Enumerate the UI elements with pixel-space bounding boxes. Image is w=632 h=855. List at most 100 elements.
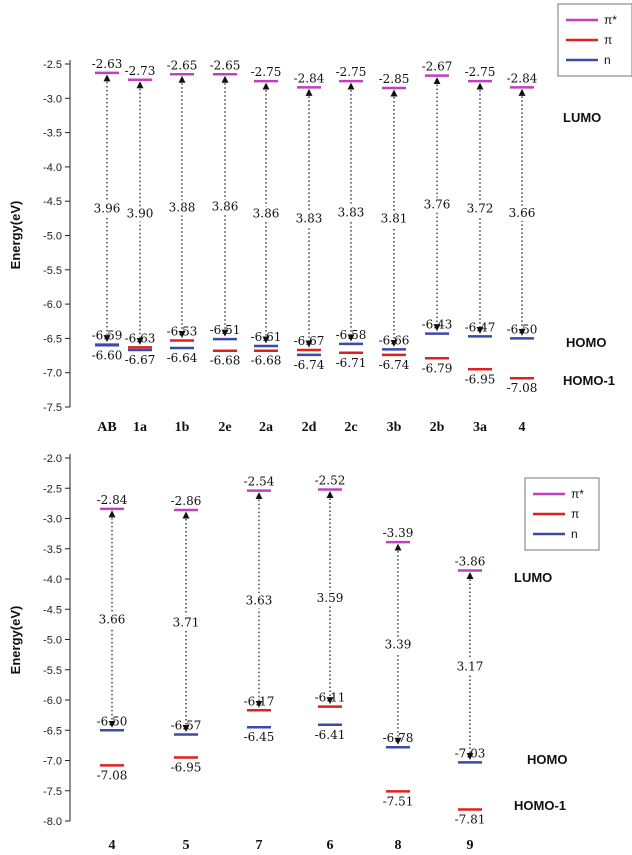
y-tick-label: -5.0: [43, 635, 62, 647]
level-annotation: HOMO: [566, 335, 606, 350]
gap-value-label: 3.39: [385, 638, 412, 652]
y-tick-label: -4.0: [43, 162, 62, 174]
gap-label-bg: [174, 615, 198, 631]
gap-value-label: 3.76: [424, 198, 451, 212]
y-tick-label: -5.0: [43, 231, 62, 243]
category-label: 5: [183, 838, 190, 853]
homo-value-label: -6.43: [422, 318, 453, 332]
y-axis-label: Energy(eV): [8, 606, 23, 675]
y-tick-label: -7.0: [43, 368, 62, 380]
lumo-value-label: -2.84: [507, 71, 538, 85]
category-label: 2d: [302, 420, 317, 435]
lumo-value-label: -2.63: [92, 57, 123, 71]
y-tick-label: -5.5: [43, 265, 62, 277]
homo-value-label: -7.03: [455, 746, 486, 760]
legend-entry: π*: [571, 487, 584, 501]
category-label: 4: [109, 838, 116, 853]
category-label: 1a: [133, 420, 147, 435]
y-tick-label: -6.5: [43, 725, 62, 737]
gap-label-bg: [100, 612, 124, 628]
lumo-value-label: -2.67: [422, 60, 453, 74]
gap-value-label: 3.83: [296, 212, 323, 226]
homo-value-label: -6.50: [97, 714, 128, 728]
category-label: 8: [395, 838, 402, 853]
homo-value-label: -6.58: [336, 328, 367, 342]
y-axis-label: Energy(eV): [8, 201, 23, 270]
legend-entry: π: [571, 507, 579, 521]
gap-label-bg: [382, 211, 406, 227]
gap-label-bg: [386, 637, 410, 653]
homo1-value-label: -6.95: [171, 760, 202, 774]
homo1-value-label: -6.45: [244, 730, 275, 744]
lumo-value-label: -2.75: [251, 65, 282, 79]
homo1-value-label: -6.60: [92, 348, 123, 362]
lumo-value-label: -2.85: [379, 72, 410, 86]
y-tick-label: -2.0: [43, 453, 62, 465]
y-tick-label: -3.0: [43, 93, 62, 105]
homo1-value-label: -6.74: [379, 358, 410, 372]
lumo-value-label: -2.65: [167, 58, 198, 72]
homo1-value-label: -6.74: [294, 358, 325, 372]
level-annotation: LUMO: [514, 570, 552, 585]
y-tick-label: -2.5: [43, 59, 62, 71]
y-tick-label: -7.0: [43, 756, 62, 768]
gap-label-bg: [318, 591, 342, 607]
gap-label-bg: [339, 205, 363, 221]
gap-value-label: 3.66: [99, 613, 126, 627]
homo1-value-label: -6.79: [422, 361, 453, 375]
homo1-value-label: -6.68: [210, 354, 241, 368]
category-label: 3a: [473, 420, 487, 435]
y-tick-label: -7.5: [43, 402, 62, 414]
y-tick-label: -6.0: [43, 695, 62, 707]
category-label: 2c: [344, 420, 357, 435]
category-label: 4: [519, 420, 526, 435]
gap-label-bg: [95, 201, 119, 217]
gap-value-label: 3.86: [253, 207, 280, 221]
homo-value-label: -6.11: [315, 691, 346, 705]
homo-value-label: -6.66: [379, 333, 410, 347]
gap-value-label: 3.66: [509, 206, 536, 220]
legend-entry: n: [571, 527, 578, 541]
gap-value-label: 3.59: [317, 591, 344, 605]
lumo-value-label: -2.65: [210, 58, 241, 72]
homo1-value-label: -6.64: [167, 351, 198, 365]
gap-label-bg: [510, 205, 534, 221]
y-tick-label: -3.5: [43, 544, 62, 556]
homo1-value-label: -6.68: [251, 354, 282, 368]
homo1-value-label: -6.95: [465, 372, 496, 386]
gap-label-bg: [170, 200, 194, 216]
category-label: 7: [256, 838, 263, 853]
homo-value-label: -6.50: [507, 322, 538, 336]
homo1-value-label: -6.67: [125, 353, 156, 367]
gap-label-bg: [425, 197, 449, 213]
category-label: AB: [97, 420, 116, 435]
homo-value-label: -6.67: [294, 334, 325, 348]
y-tick-label: -4.5: [43, 196, 62, 208]
lumo-value-label: -2.73: [125, 64, 156, 78]
legend-entry: π: [604, 33, 612, 47]
homo-value-label: -6.53: [167, 324, 198, 338]
y-tick-label: -6.0: [43, 299, 62, 311]
gap-value-label: 3.86: [212, 200, 239, 214]
gap-value-label: 3.72: [467, 202, 494, 216]
gap-label-bg: [213, 199, 237, 215]
homo-value-label: -6.17: [244, 694, 275, 708]
y-tick-label: -3.0: [43, 514, 62, 526]
y-tick-label: -3.5: [43, 128, 62, 140]
homo1-value-label: -6.41: [315, 728, 346, 742]
homo-value-label: -6.61: [251, 330, 282, 344]
y-tick-label: -2.5: [43, 483, 62, 495]
lumo-value-label: -3.39: [383, 526, 414, 540]
lumo-value-label: -2.86: [171, 494, 202, 508]
lumo-value-label: -2.84: [294, 71, 325, 85]
homo-value-label: -6.59: [92, 329, 123, 343]
y-tick-label: -4.5: [43, 604, 62, 616]
gap-value-label: 3.17: [457, 659, 484, 673]
homo-value-label: -6.78: [383, 731, 414, 745]
legend-entry: π*: [604, 13, 617, 27]
gap-value-label: 3.63: [246, 593, 273, 607]
homo-value-label: -6.57: [171, 718, 202, 732]
category-label: 2a: [259, 420, 273, 435]
y-tick-label: -4.0: [43, 574, 62, 586]
